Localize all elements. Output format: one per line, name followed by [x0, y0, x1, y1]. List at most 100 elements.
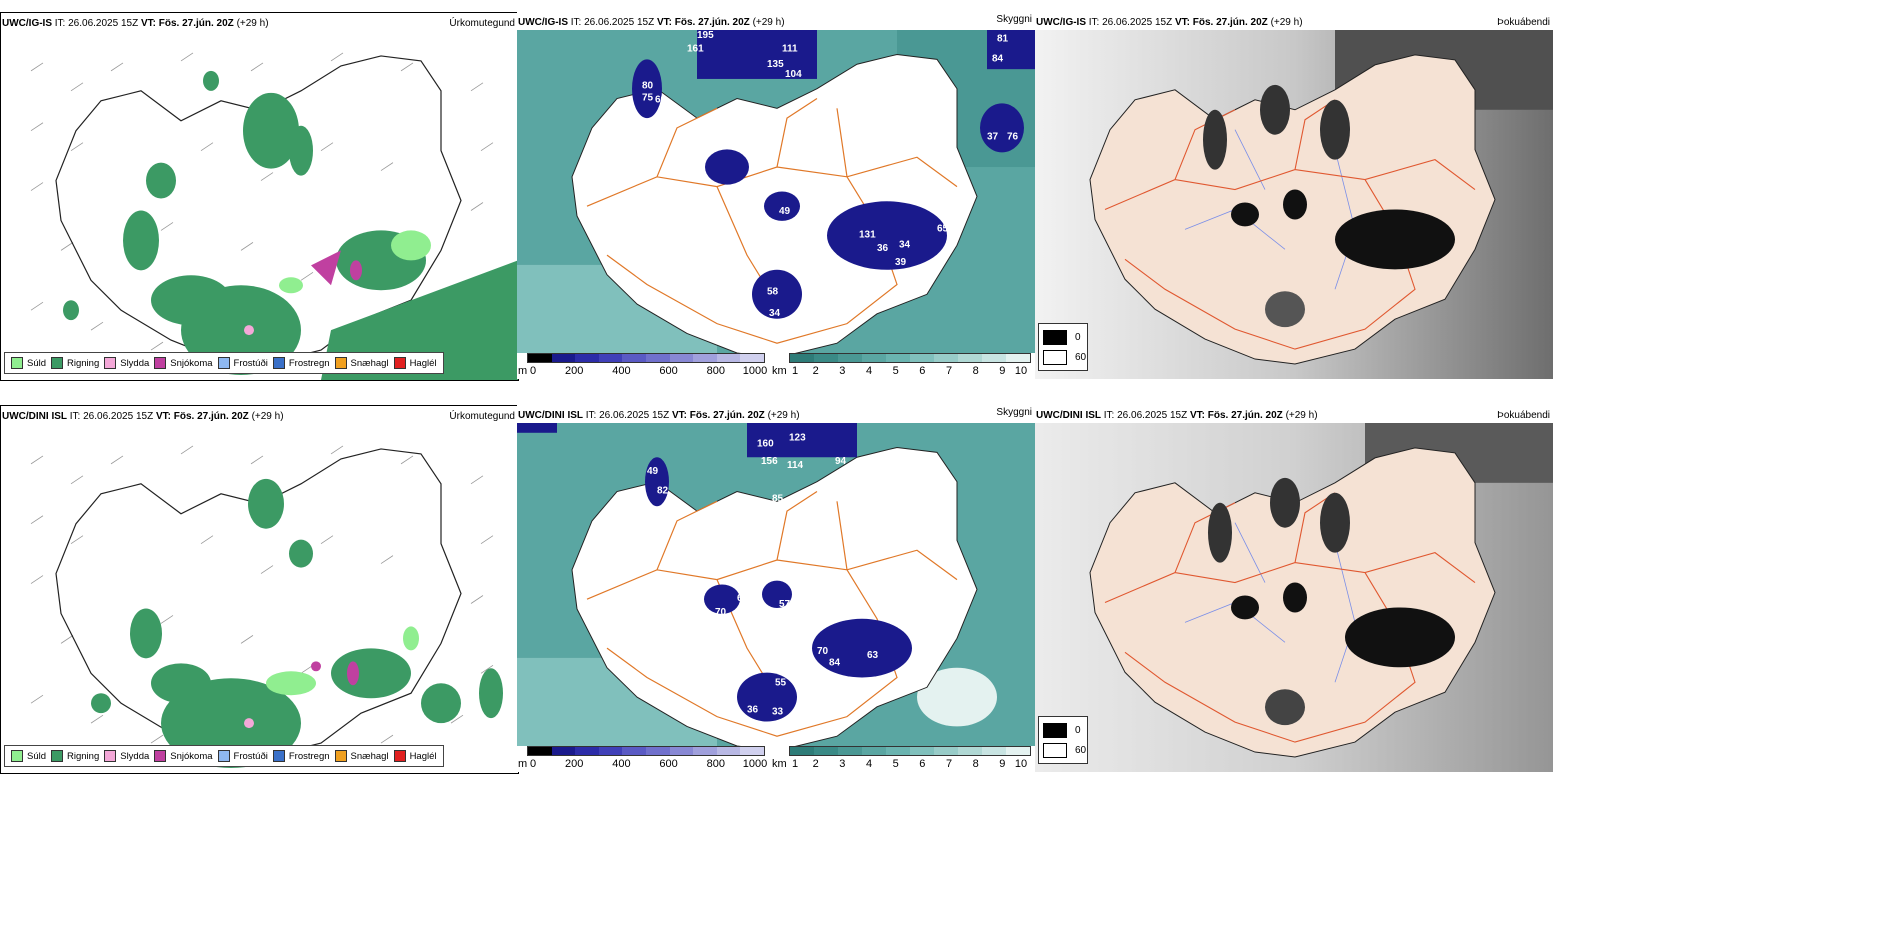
cloud-base-value-label: 39 [895, 257, 907, 268]
colorbar-tick: 400 [612, 758, 631, 770]
colorbar-segment [790, 354, 814, 362]
colorbar-tick: 600 [659, 365, 678, 377]
cloud-base-value-label: 76 [1007, 132, 1019, 143]
cloud-base-value-label: 49 [779, 206, 791, 217]
fog-map [1035, 423, 1553, 772]
legend-label: Snæhagl [350, 750, 389, 762]
cloud-base-value-label: 26 [873, 277, 885, 288]
sleet-area [244, 718, 254, 729]
legend-swatch [217, 357, 230, 369]
colorbar-segment [740, 747, 764, 755]
visibility-colorbar: km 1 2 3 4 5 6 7 8 9 10 [772, 353, 1035, 379]
cloud-base-value-label: 94 [835, 456, 847, 467]
precip-legend-item: Súld [11, 750, 46, 762]
low-cloud-areas [632, 30, 1035, 319]
colorbar-tick: 800 [706, 758, 725, 770]
colorbar-segment [575, 747, 599, 755]
legend-label: Rigning [67, 357, 100, 369]
colorbar-tick: 200 [565, 758, 584, 770]
precip-legend-item: Snjókoma [154, 750, 213, 762]
precip-legend-item: Frostúði [217, 750, 268, 762]
visibility-colorbar: km 1 2 3 4 5 6 7 8 9 10 [772, 746, 1035, 772]
cloud-base-value-label: 52 [905, 607, 917, 618]
colorbar-tick: 9 [999, 758, 1006, 770]
cloud-base-value-label: 82 [657, 486, 669, 497]
colorbar-segment [1006, 354, 1030, 362]
colorbar-tick: 800 [706, 365, 725, 377]
fog-map-svg [1035, 423, 1553, 772]
fog-areas [1203, 84, 1455, 328]
roads [1104, 99, 1476, 350]
cloud-base-value-label: 37 [987, 132, 999, 143]
colorbar-segment [982, 354, 1006, 362]
colorbar-segment [622, 747, 646, 755]
sleet-area [244, 325, 254, 336]
legend-label: Súld [27, 750, 47, 762]
panel-header: UWC/IG-IS IT: 26.06.2025 15Z VT: Fös. 27… [518, 17, 785, 28]
cloud-base-value-label: 104 [785, 69, 802, 80]
colorbar-segment [740, 354, 764, 362]
legend-swatch [11, 357, 23, 369]
colorbar-tick: 6 [919, 365, 926, 377]
legend-label: Snjókoma [170, 750, 213, 762]
fog-map-svg [1035, 30, 1553, 379]
wind-barbs [30, 445, 494, 754]
colorbar-segment [693, 747, 717, 755]
colorbar-tick: 0 [529, 365, 537, 377]
cloud-base-value-label: 58 [767, 286, 779, 297]
cloud-base-value-label: 70 [817, 646, 829, 657]
cloud-base-value-label: 49 [647, 466, 659, 477]
cloud-base-map: 195 161 111 135 104 81 84 80 75 60 85 37 76 100 49 96 13… [517, 30, 1035, 353]
colorbar-segment [575, 354, 599, 362]
precip-legend-item: Haglél [393, 357, 437, 369]
cloud-base-value-label: 63 [867, 650, 879, 661]
colorbar-segment [934, 354, 958, 362]
legend-swatch [334, 357, 347, 369]
colorbar-tick: 8 [972, 758, 979, 770]
cloud-base-value-label: 195 [697, 30, 714, 41]
panel-title: Þokuábendi [1497, 17, 1550, 28]
cloud-base-value-label: 84 [829, 658, 841, 669]
cloud-base-value-label: 73 [809, 282, 821, 293]
colorbar-tick: 3 [839, 365, 846, 377]
legend-swatch [154, 357, 167, 369]
colorbar-tick: 1 [791, 758, 799, 770]
colorbar-segment [716, 354, 741, 362]
colorbar-tick: 200 [565, 365, 584, 377]
cloud-base-value-label: 57 [779, 599, 791, 610]
precip-type-panel-bottom: UWC/DINI ISL IT: 26.06.2025 15Z VT: Fös.… [0, 405, 519, 774]
snow-areas [311, 661, 359, 686]
colorbar-segment [958, 747, 982, 755]
colorbar-segment [814, 354, 838, 362]
precip-map-svg [30, 445, 503, 769]
roads [1104, 492, 1476, 743]
panel-title: Skyggni [996, 14, 1032, 25]
legend-swatch [11, 750, 23, 762]
precip-legend-item: Snæhagl [334, 750, 389, 762]
colorbar-segment [693, 354, 717, 362]
roads [586, 98, 958, 344]
colorbar-segment [838, 354, 862, 362]
cloud-base-value-label: 33 [772, 707, 784, 718]
legend-label: Haglél [409, 357, 437, 369]
colorbar-segment [669, 354, 694, 362]
legend-swatch [393, 357, 406, 369]
cloud-base-value-label: 34 [899, 239, 911, 250]
cloud-base-value-label: 123 [789, 433, 806, 444]
colorbar-tick: 400 [612, 365, 631, 377]
legend-label: Frostregn [288, 750, 330, 762]
cloud-base-value-label: 80 [642, 81, 654, 92]
precip-legend-item: Rigning [51, 357, 99, 369]
cloud-base-value-label: 36 [877, 243, 889, 254]
panel-header: UWC/DINI ISL IT: 26.06.2025 15Z VT: Fös.… [2, 411, 284, 422]
legend-swatch [334, 750, 347, 762]
legend-label: Súld [27, 357, 47, 369]
colorbar-segment [669, 747, 694, 755]
cloud-base-value-label: 36 [747, 705, 759, 716]
cloud-base-value-label: 114 [787, 460, 804, 471]
low-cloud-areas [517, 423, 912, 722]
cloud-base-map: 160 123 94 156 114 49 82 85 69 70 57 52 67 82 70 84 63 55… [517, 423, 1035, 746]
colorbar-segment [645, 354, 670, 362]
fog-map [1035, 30, 1553, 379]
cloud-base-colorbar: m 0 200 400 600 800 1000 [517, 353, 772, 379]
